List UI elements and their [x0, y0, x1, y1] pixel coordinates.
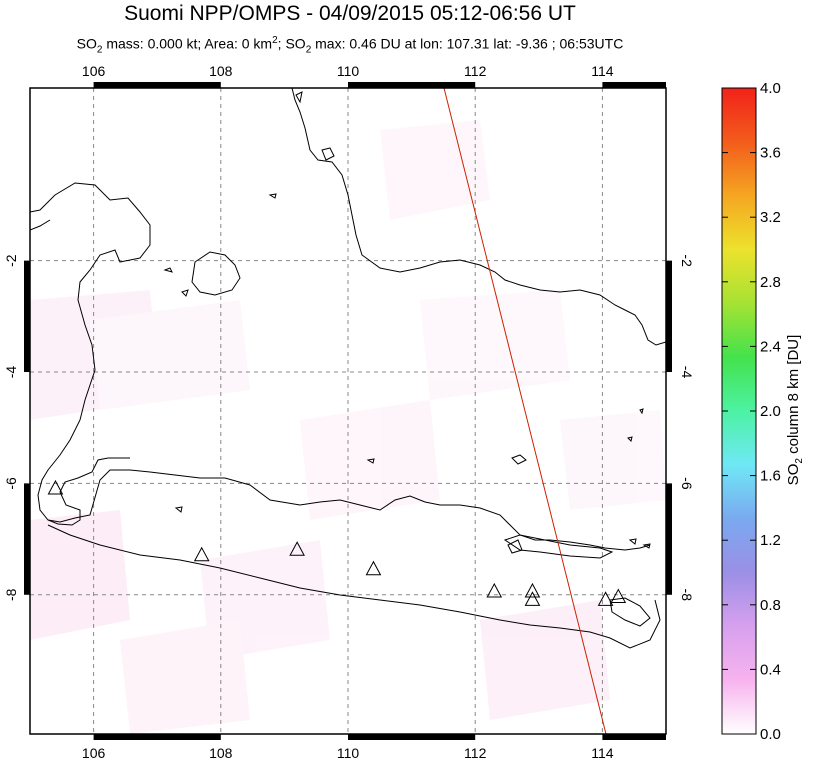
lon-tick-label-top: 106: [82, 63, 106, 79]
colorbar-tick-label: 2.4: [760, 338, 781, 355]
lat-tick-label-left: -4: [3, 366, 19, 379]
volcano-triangle-icon: [47, 479, 64, 495]
subtitle-so2-sub: 2: [96, 44, 103, 56]
colorbar-tick-label: 2.0: [760, 403, 781, 420]
frame-bar-bottom: [348, 734, 476, 740]
subtitle-so2: SO: [76, 35, 97, 52]
coast-bali: [609, 597, 651, 627]
frame-bar-bottom: [93, 734, 221, 740]
frame-bar-right: [666, 483, 672, 595]
subtitle-mass: mass: 0.000 kt; Area: 0 km: [102, 35, 273, 52]
colorbar-tick-label: 4.0: [760, 80, 781, 97]
coast-madura: [503, 534, 614, 559]
map-subtitle: SO2 mass: 0.000 kt; Area: 0 km2; SO2 max…: [0, 35, 700, 55]
volcano-triangle-icon: [193, 546, 210, 562]
volcano-triangle-icon: [524, 591, 541, 606]
lon-tick-label-top: 114: [591, 63, 614, 79]
frame-axis-bars: [24, 82, 672, 740]
lon-tick-label-top: 110: [337, 63, 360, 79]
lon-tick-label-bottom: 108: [209, 745, 233, 759]
lat-tick-label-right: -4: [679, 366, 695, 379]
colorbar-tick-label: 2.8: [760, 274, 781, 291]
frame-bar-right: [666, 260, 672, 373]
subtitle-max-prefix: ; SO: [277, 35, 306, 52]
volcano-triangle-icon: [486, 582, 503, 598]
colorbar-tick-label: 0.0: [760, 726, 781, 743]
coast-bangka: [191, 251, 241, 296]
colorbar-tick-label: 1.2: [760, 532, 781, 549]
volcano-triangle-icon: [524, 582, 541, 598]
lat-tick-label-right: -6: [679, 477, 695, 490]
coastlines: [30, 88, 666, 649]
coast-sumatra: [30, 182, 151, 526]
lat-tick-label-left: -6: [3, 477, 19, 490]
frame-bar-top: [93, 82, 221, 88]
lat-tick-label-left: -8: [3, 588, 19, 601]
lon-tick-label-bottom: 110: [337, 745, 360, 759]
volcano-triangle-icon: [365, 560, 382, 576]
frame-bar-bottom: [602, 734, 666, 740]
colorbar-tick-label: 3.6: [760, 145, 781, 162]
lon-tick-label-bottom: 112: [464, 745, 487, 759]
orbit-track-line: [443, 87, 607, 735]
colorbar-title-main: SO: [785, 463, 802, 486]
axis-tick-labels: 106 106 108 108 110 110 112 112 114 114 -2 -2 -4 -4 -6…: [3, 63, 695, 759]
colorbar-tick-label: 3.2: [760, 209, 781, 226]
colorbar-title-sub: 2: [794, 458, 805, 464]
colorbar-tick-label: 0.8: [760, 597, 781, 614]
volcano-triangle-icon: [610, 588, 627, 604]
subtitle-max-sub: 2: [305, 44, 312, 56]
subtitle-max-rest: max: 0.46 DU at lon: 107.31 lat: -9.36 ;…: [311, 35, 624, 52]
lat-tick-label-left: -2: [3, 254, 19, 267]
map-title: Suomi NPP/OMPS - 04/09/2015 05:12-06:56 …: [124, 2, 576, 25]
lon-tick-label-top: 108: [209, 63, 233, 79]
lon-tick-label-bottom: 114: [591, 745, 614, 759]
colorbar-title-rest: column 8 km [DU]: [785, 334, 802, 459]
lon-tick-label-bottom: 106: [82, 745, 106, 759]
volcano-markers: [47, 479, 627, 606]
subtitle-area-sup: 2: [272, 35, 278, 46]
grid-lines: [30, 88, 666, 734]
coast-borneo: [291, 88, 666, 346]
colorbar-tick-label: 1.6: [760, 468, 781, 485]
frame-bar-top: [602, 82, 666, 88]
frame-bar-left: [24, 483, 30, 595]
lat-tick-label-right: -2: [679, 254, 695, 267]
colorbar-tick-label: 0.4: [760, 661, 781, 678]
colorbar-title: SO2 column 8 km [DU]: [785, 335, 805, 486]
lon-tick-label-top: 112: [464, 63, 487, 79]
frame-bar-top: [348, 82, 476, 88]
lat-tick-label-right: -8: [679, 589, 695, 602]
colorbar-ticks: 4.0 3.6 3.2 2.8 2.4 2.0 1.6 1.2 0.8 0.4 0.0: [722, 80, 781, 743]
volcano-triangle-icon: [289, 541, 305, 556]
coast-java: [47, 469, 651, 551]
frame-bar-left: [24, 260, 30, 373]
volcano-triangle-icon: [597, 591, 614, 606]
